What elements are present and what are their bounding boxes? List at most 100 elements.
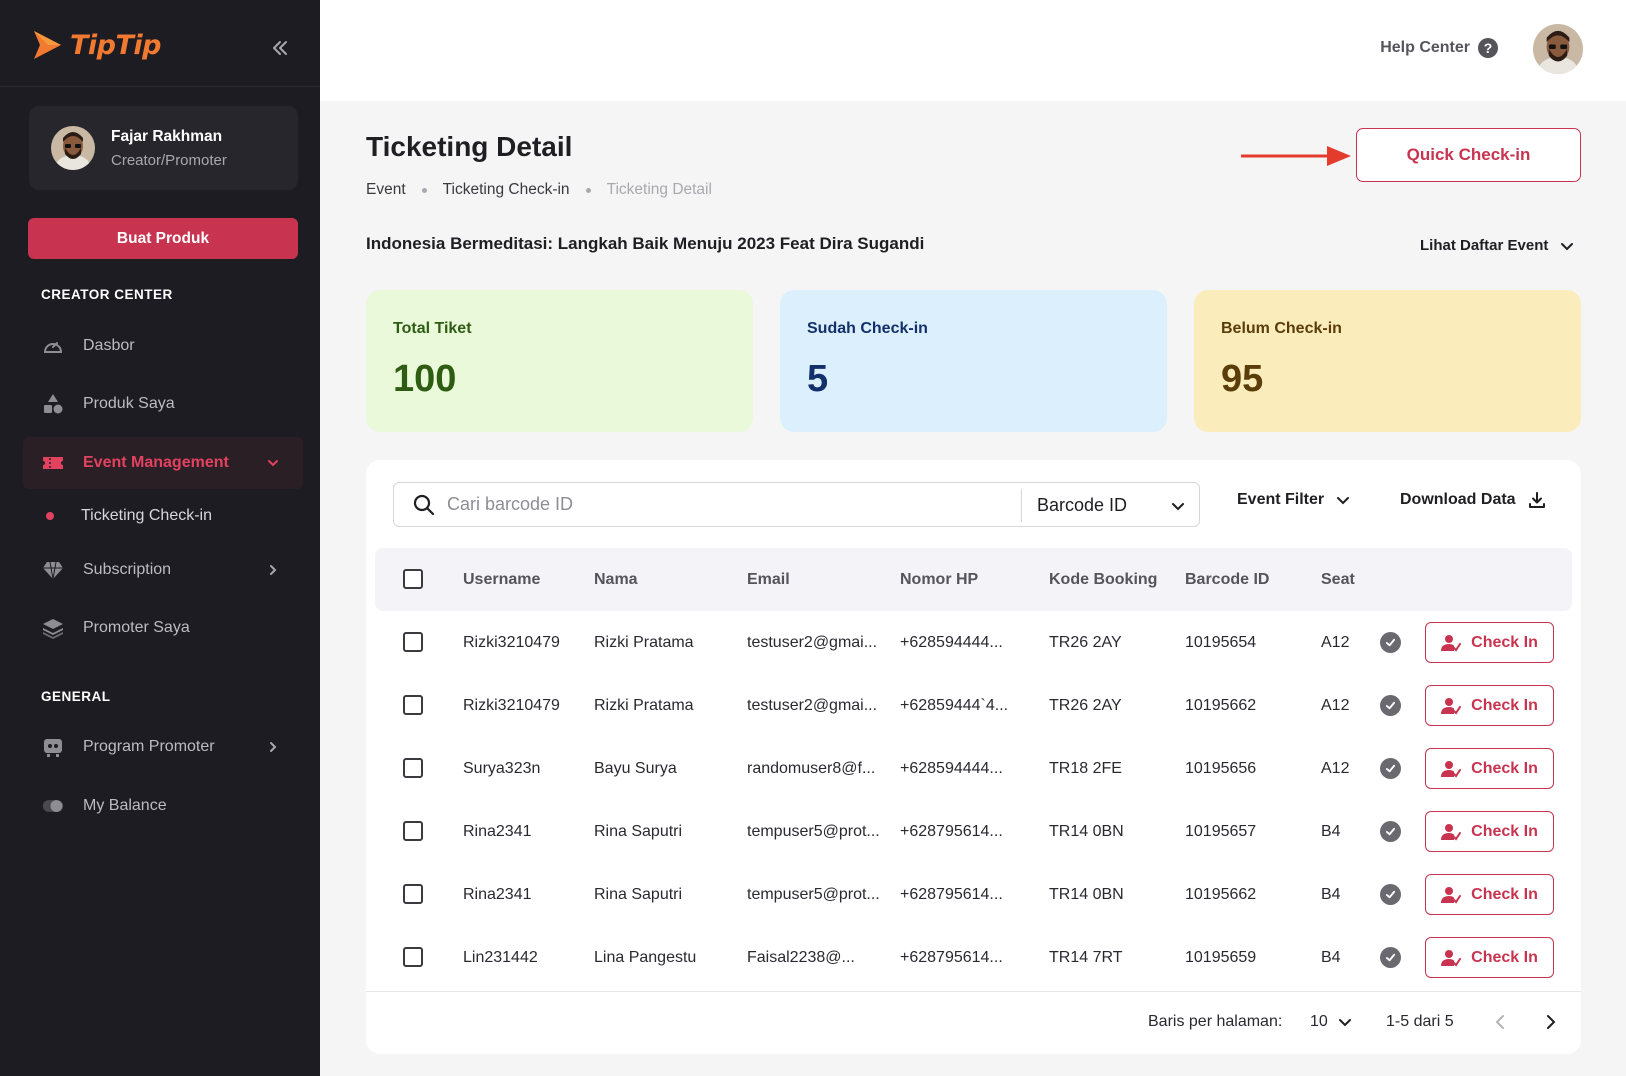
- event-filter-label: Event Filter: [1237, 491, 1325, 508]
- breadcrumb: Event Ticketing Check-in Ticketing Detai…: [366, 181, 712, 199]
- event-filter-button[interactable]: Event Filter: [1237, 491, 1350, 509]
- sidebar-item-label: Event Management: [83, 454, 229, 471]
- user-check-icon: [1441, 634, 1462, 652]
- check-in-button[interactable]: Check In: [1425, 622, 1554, 663]
- table-row: Lin231442 Lina Pangestu Faisal2238@... +628…: [375, 926, 1572, 989]
- pagination-range: 1-5 dari 5: [1386, 1013, 1454, 1030]
- quick-checkin-button[interactable]: Quick Check-in: [1356, 128, 1581, 182]
- profile-name: Fajar Rakhman: [111, 127, 223, 145]
- search-box: Barcode ID: [393, 482, 1200, 527]
- tiptip-logo[interactable]: TipTip: [30, 28, 162, 62]
- cell-nomor-hp: +628795614...: [900, 886, 1003, 903]
- attendee-table-card: Barcode ID Event Filter Download Data Us…: [366, 460, 1581, 1054]
- sidebar-item-label: Produk Saya: [83, 395, 175, 412]
- profile-role: Creator/Promoter: [111, 151, 227, 169]
- cell-username: Lin231442: [463, 949, 538, 966]
- cell-nama: Rizki Pratama: [594, 697, 694, 714]
- top-header: Help Center ?: [320, 0, 1626, 101]
- table-row: Rizki3210479 Rizki Pratama testuser2@gmai.…: [375, 611, 1572, 674]
- column-header-kode-booking[interactable]: Kode Booking: [1049, 571, 1158, 588]
- sidebar-item-label: Program Promoter: [83, 738, 215, 755]
- cell-nomor-hp: +62859444`4...: [900, 697, 1009, 714]
- cell-barcode-id: 10195662: [1185, 697, 1257, 714]
- breadcrumb-event[interactable]: Event: [366, 181, 406, 198]
- column-header-username[interactable]: Username: [463, 571, 541, 588]
- cell-email: tempuser5@prot...: [747, 886, 880, 903]
- robot-icon: [42, 736, 64, 758]
- search-divider: [1021, 489, 1022, 522]
- row-checkbox[interactable]: [403, 884, 423, 904]
- stat-label: Sudah Check-in: [807, 320, 928, 337]
- profile-card[interactable]: Fajar Rakhman Creator/Promoter: [29, 106, 298, 190]
- sidebar-item-promoter-saya[interactable]: Promoter Saya: [23, 602, 303, 654]
- chevron-down-icon: [1338, 1019, 1351, 1027]
- user-check-icon: [1441, 760, 1462, 778]
- sidebar-item-label: Promoter Saya: [83, 619, 190, 636]
- previous-page-button[interactable]: [1493, 1013, 1509, 1036]
- breadcrumb-ticketing-checkin[interactable]: Ticketing Check-in: [442, 181, 570, 198]
- row-checkbox[interactable]: [403, 695, 423, 715]
- cell-barcode-id: 10195662: [1185, 886, 1257, 903]
- column-header-email[interactable]: Email: [747, 571, 790, 588]
- check-in-button[interactable]: Check In: [1425, 811, 1554, 852]
- sidebar-item-program-promoter[interactable]: Program Promoter: [23, 721, 303, 773]
- check-in-button[interactable]: Check In: [1425, 685, 1554, 726]
- collapse-sidebar-button[interactable]: [266, 34, 294, 62]
- stat-card-sudah-checkin: Sudah Check-in 5: [780, 290, 1167, 432]
- page-title: Ticketing Detail: [366, 131, 573, 162]
- sidebar-item-event-management[interactable]: Event Management: [23, 437, 303, 489]
- table-footer-divider: [366, 991, 1581, 992]
- play-logo-icon: [34, 31, 61, 59]
- stat-value: 95: [1221, 358, 1264, 400]
- column-header-nama[interactable]: Nama: [594, 571, 638, 588]
- cell-seat: A12: [1321, 634, 1350, 651]
- help-center-link[interactable]: Help Center ?: [1380, 38, 1498, 58]
- cell-email: testuser2@gmai...: [747, 697, 878, 714]
- red-arrow-annotation: [1241, 146, 1351, 166]
- cell-email: Faisal2238@...: [747, 949, 855, 966]
- chevron-right-icon: [270, 742, 277, 752]
- cell-email: tempuser5@prot...: [747, 823, 880, 840]
- sidebar-item-produk-saya[interactable]: Produk Saya: [23, 378, 303, 430]
- sidebar-item-my-balance[interactable]: My Balance: [23, 780, 303, 832]
- row-checkbox[interactable]: [403, 632, 423, 652]
- next-page-button[interactable]: [1542, 1013, 1558, 1036]
- download-data-button[interactable]: Download Data: [1400, 491, 1546, 509]
- create-product-button[interactable]: Buat Produk: [28, 218, 298, 259]
- cell-seat: A12: [1321, 760, 1350, 777]
- cell-barcode-id: 10195656: [1185, 760, 1257, 777]
- sidebar-item-ticketing-checkin[interactable]: Ticketing Check-in: [46, 507, 212, 525]
- search-by-select[interactable]: Barcode ID: [1037, 483, 1199, 528]
- verified-check-icon: [1380, 884, 1401, 905]
- check-in-button[interactable]: Check In: [1425, 874, 1554, 915]
- check-in-button[interactable]: Check In: [1425, 937, 1554, 978]
- table-row: Rina2341 Rina Saputri tempuser5@prot... +62…: [375, 800, 1572, 863]
- select-all-checkbox[interactable]: [403, 569, 423, 589]
- question-icon: ?: [1478, 38, 1498, 58]
- stat-value: 5: [807, 358, 829, 400]
- cell-nama: Rina Saputri: [594, 823, 683, 840]
- sidebar-item-dasbor[interactable]: Dasbor: [23, 320, 303, 372]
- speedometer-icon: [42, 335, 64, 357]
- cell-username: Rizki3210479: [463, 634, 560, 651]
- cell-nomor-hp: +628795614...: [900, 949, 1003, 966]
- event-list-dropdown[interactable]: Lihat Daftar Event: [1420, 237, 1574, 254]
- check-in-button[interactable]: Check In: [1425, 748, 1554, 789]
- column-header-barcode-id[interactable]: Barcode ID: [1185, 571, 1270, 588]
- cell-email: randomuser8@f...: [747, 760, 876, 777]
- column-header-nomor-hp[interactable]: Nomor HP: [900, 571, 979, 588]
- row-checkbox[interactable]: [403, 947, 423, 967]
- breadcrumb-current: Ticketing Detail: [606, 181, 712, 198]
- row-checkbox[interactable]: [403, 758, 423, 778]
- cell-username: Surya323n: [463, 760, 541, 777]
- cell-kode-booking: TR26 2AY: [1049, 634, 1122, 651]
- cell-seat: B4: [1321, 823, 1341, 840]
- search-input[interactable]: [447, 494, 1007, 515]
- diamond-icon: [42, 559, 64, 581]
- column-header-seat[interactable]: Seat: [1321, 571, 1355, 588]
- row-checkbox[interactable]: [403, 821, 423, 841]
- rows-per-page-select[interactable]: 10: [1310, 1013, 1352, 1031]
- verified-check-icon: [1380, 947, 1401, 968]
- user-avatar[interactable]: [1533, 24, 1583, 74]
- sidebar-item-subscription[interactable]: Subscription: [23, 544, 303, 596]
